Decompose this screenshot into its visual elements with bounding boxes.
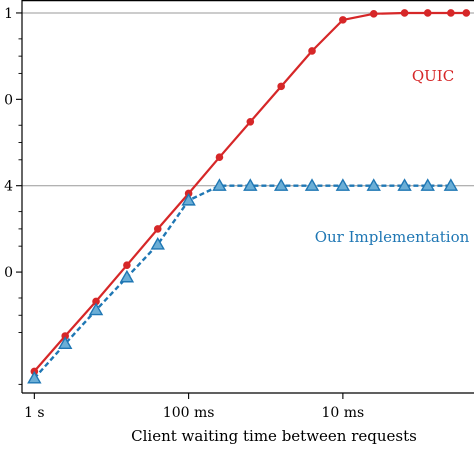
- x-tick-label-2: 10 ms: [322, 405, 365, 421]
- point-s0-8: [277, 82, 285, 91]
- x-tick-label-0: 1 s: [24, 405, 45, 421]
- point-s1-14: [443, 178, 459, 191]
- y-tick-label-3: 0: [4, 265, 13, 281]
- point-s0-13: [423, 9, 432, 17]
- point-s1-5: [181, 192, 196, 206]
- series-label-quic: QUIC: [412, 67, 454, 85]
- point-s1-4: [150, 237, 165, 250]
- point-s1-7: [243, 178, 258, 191]
- y-tick-label-1: 0: [4, 92, 13, 108]
- series-label-our-implementation: Our Implementation: [315, 228, 470, 246]
- point-s1-6: [212, 178, 227, 191]
- point-s1-11: [366, 178, 381, 191]
- series-line-0: [33, 11, 467, 373]
- point-s0-9: [308, 47, 316, 55]
- point-s1-9: [304, 178, 320, 191]
- point-s1-0: [27, 370, 42, 384]
- point-s1-8: [273, 178, 289, 191]
- reference-lines: [22, 12, 474, 187]
- axes: [21, 0, 474, 394]
- x-tick-label-1: 100 ms: [163, 405, 215, 421]
- point-s1-1: [57, 336, 73, 349]
- point-s1-3: [119, 269, 135, 283]
- point-s0-3: [123, 261, 131, 269]
- series-markers: [27, 9, 471, 384]
- point-s1-12: [397, 178, 412, 191]
- series-lines: [33, 11, 467, 380]
- y-tick-label-2: 4: [4, 179, 13, 195]
- point-s0-4: [153, 225, 162, 233]
- point-s1-13: [420, 178, 435, 191]
- point-s0-6: [215, 153, 224, 161]
- x-axis-title: Client waiting time between requests: [131, 427, 417, 445]
- point-s1-10: [335, 178, 351, 191]
- point-s0-10: [339, 16, 347, 24]
- point-s0-7: [246, 117, 255, 126]
- series-line-1: [33, 184, 451, 380]
- point-s1-2: [88, 302, 104, 316]
- point-s0-15: [462, 9, 471, 17]
- point-s0-14: [447, 9, 455, 17]
- y-tick-label-0: 1: [4, 6, 13, 22]
- ticks: 1 0 4 0 1 s 100 ms 10 ms: [4, 6, 364, 421]
- point-s0-11: [369, 10, 378, 18]
- point-s0-12: [400, 9, 409, 17]
